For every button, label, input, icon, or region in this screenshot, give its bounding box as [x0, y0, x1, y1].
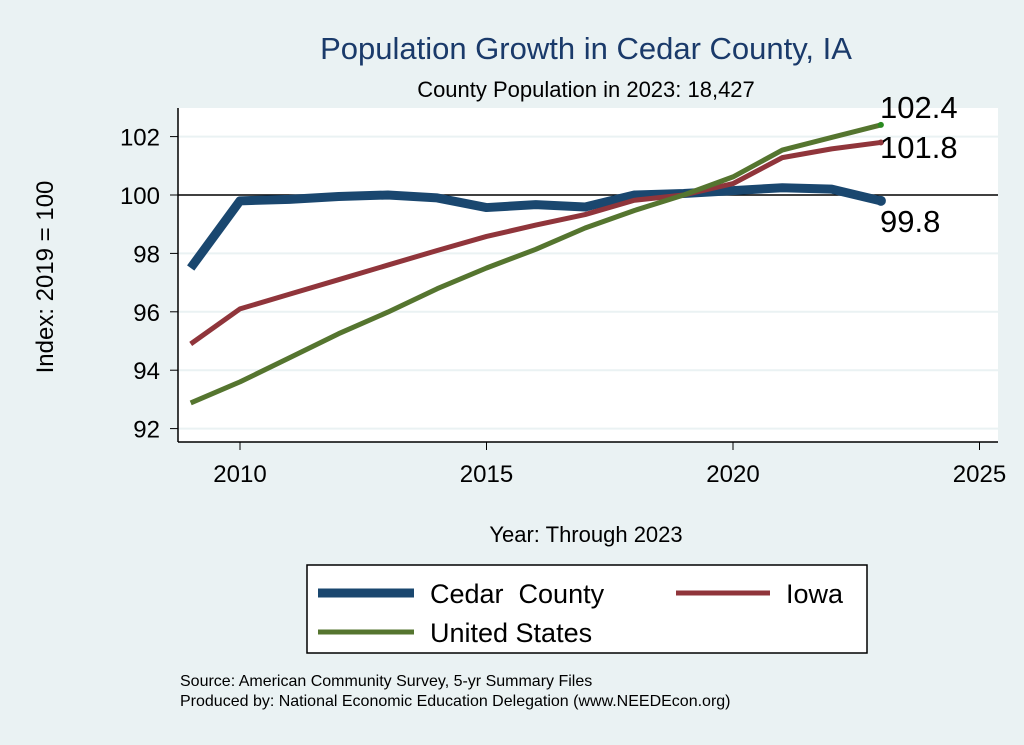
x-tick-label: 2015: [460, 461, 513, 488]
y-tick-label: 92: [133, 417, 160, 444]
series-line-united-states: [189, 122, 882, 406]
source-note: Source: American Community Survey, 5-yr …: [180, 673, 592, 690]
series-line-iowa: [189, 139, 882, 346]
legend-label-us: United States: [430, 618, 592, 648]
legend: Cedar County Iowa United States: [306, 564, 868, 654]
legend-box: [306, 564, 868, 654]
x-tick-label: 2020: [706, 461, 759, 488]
series-line-cedar-county: [187, 183, 882, 271]
y-tick-label: 94: [133, 358, 160, 385]
legend-label-cedar: Cedar County: [430, 579, 605, 609]
plot-area: [178, 108, 998, 442]
chart-title: Population Growth in Cedar County, IA: [320, 31, 852, 66]
series-end-marker: [877, 139, 884, 146]
end-label: 101.8: [880, 130, 958, 165]
end-label: 99.8: [880, 204, 940, 239]
series-end-marker: [877, 121, 884, 128]
y-tick-label: 96: [133, 300, 160, 327]
y-axis-label: Index: 2019 = 100: [32, 181, 59, 374]
legend-label-iowa: Iowa: [786, 579, 844, 609]
series-lines: [187, 121, 886, 406]
y-tick-label: 98: [133, 241, 160, 268]
axes: 92 94 96 98 100 102 2010 2015 2020 2025: [120, 108, 1006, 488]
series-end-marker: [875, 195, 886, 206]
end-labels: 99.8 101.8 102.4: [880, 90, 958, 239]
y-tick-label: 102: [120, 125, 160, 152]
chart-subtitle: County Population in 2023: 18,427: [417, 77, 755, 102]
y-tick-label: 100: [120, 183, 160, 210]
x-tick-label: 2025: [953, 461, 1006, 488]
x-axis-label: Year: Through 2023: [489, 522, 682, 547]
producer-note: Produced by: National Economic Education…: [180, 693, 731, 710]
end-label: 102.4: [880, 90, 958, 125]
x-tick-label: 2010: [213, 461, 266, 488]
